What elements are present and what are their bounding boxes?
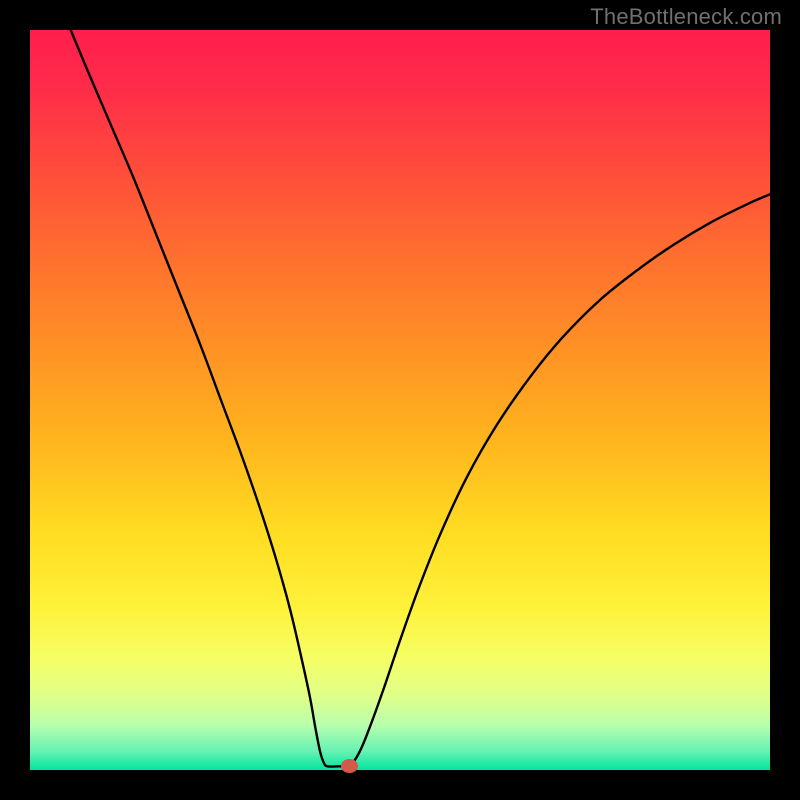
chart-area xyxy=(30,30,770,770)
minimum-marker-dot xyxy=(341,759,359,773)
bottleneck-curve xyxy=(30,30,770,770)
watermark-text: TheBottleneck.com xyxy=(590,4,782,30)
